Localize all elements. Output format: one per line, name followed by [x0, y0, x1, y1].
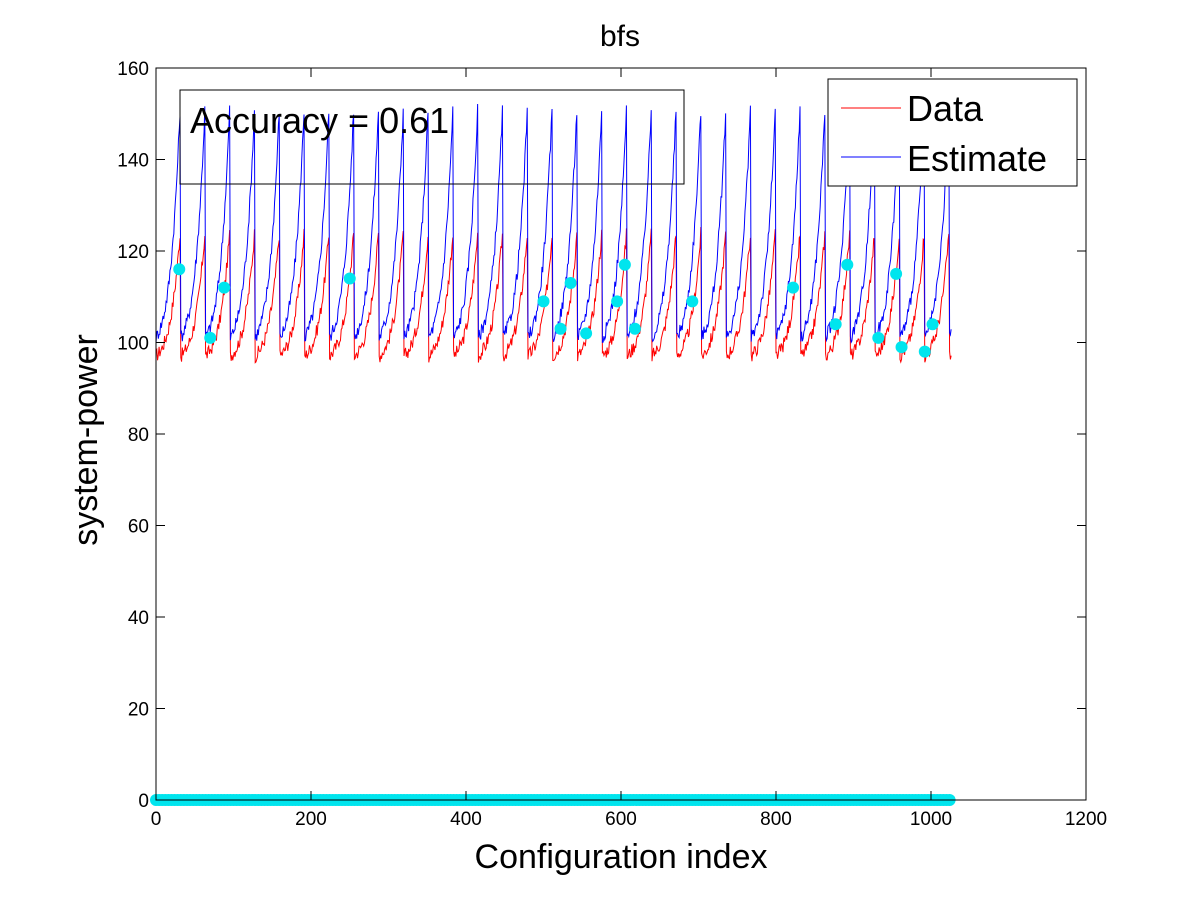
sample-point: [890, 267, 903, 280]
sample-point: [204, 331, 217, 344]
x-tick-label: 0: [151, 809, 162, 830]
legend: Data Estimate: [827, 78, 1078, 187]
sample-point: [554, 322, 567, 335]
sample-point: [918, 345, 931, 358]
annotation-box: Accuracy = 0.61: [179, 89, 685, 185]
plot-lines: [155, 103, 952, 364]
sample-point: [895, 341, 908, 354]
y-tick-label: 80: [128, 425, 149, 446]
x-tick-label: 1200: [1065, 809, 1107, 830]
sample-point: [537, 295, 550, 308]
sample-point: [564, 277, 577, 290]
sample-point: [686, 295, 699, 308]
legend-entry-data: Data: [907, 88, 984, 129]
y-tick-label: 40: [128, 608, 149, 629]
y-tick-label: 20: [128, 700, 149, 721]
axis-ticks: 0 200 400 600 800 1000 1200 0 20 40 60 80 100 120 140 1…: [117, 59, 1107, 830]
sample-point: [926, 318, 939, 331]
sample-point: [580, 327, 593, 340]
sample-point: [872, 331, 885, 344]
sample-point: [618, 258, 631, 271]
x-tick-label: 600: [605, 809, 637, 830]
y-axis-label: system-power: [67, 334, 105, 546]
sample-point: [628, 322, 641, 335]
sample-point: [787, 281, 800, 294]
chart-title: bfs: [600, 20, 640, 53]
accuracy-annotation: Accuracy = 0.61: [190, 100, 449, 141]
legend-box: [827, 78, 1078, 187]
sample-point: [829, 318, 842, 331]
sample-points: [173, 258, 939, 358]
y-tick-label: 0: [138, 791, 149, 812]
x-axis-label: Configuration index: [475, 838, 768, 876]
sample-point: [218, 281, 231, 294]
y-tick-label: 160: [117, 59, 149, 80]
sample-point: [343, 272, 356, 285]
sample-point: [173, 263, 186, 276]
y-tick-label: 120: [117, 242, 149, 263]
x-tick-label: 200: [295, 809, 327, 830]
sample-point: [611, 295, 624, 308]
x-tick-label: 1000: [910, 809, 952, 830]
sample-point: [841, 258, 854, 271]
x-tick-label: 800: [760, 809, 792, 830]
y-tick-label: 140: [117, 151, 149, 172]
series-line-estimate: [155, 103, 952, 344]
series-line-data: [155, 227, 952, 364]
y-tick-label: 100: [117, 334, 149, 355]
legend-entry-estimate: Estimate: [907, 138, 1047, 179]
x-tick-label: 400: [450, 809, 482, 830]
y-tick-label: 60: [128, 517, 149, 538]
